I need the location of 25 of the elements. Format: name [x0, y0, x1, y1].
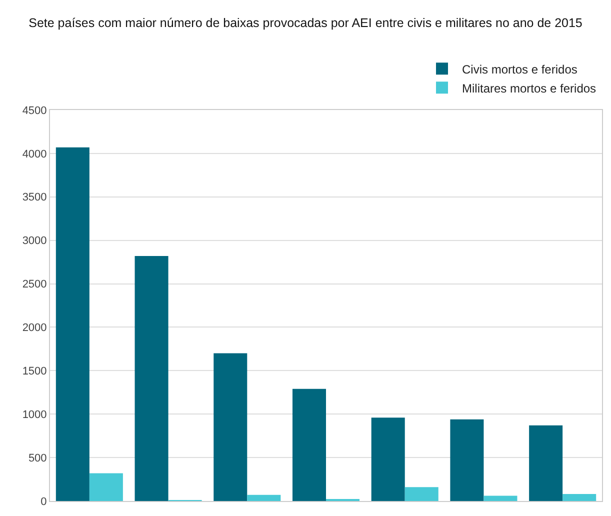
chart-title: Sete países com maior número de baixas provocadas por AEI entre civis e militares no ano de 2015 [28, 16, 582, 30]
bar [134, 256, 168, 501]
y-tick-label: 3500 [22, 192, 47, 204]
y-tick-label: 2000 [22, 322, 47, 334]
bar [484, 496, 518, 501]
y-tick-label: 3000 [22, 235, 47, 248]
y-tick-label: 4000 [22, 148, 47, 160]
bar [247, 494, 281, 501]
y-tick-label: 4500 [22, 104, 47, 117]
bar [371, 418, 405, 501]
bar [529, 425, 563, 501]
bar [450, 419, 484, 501]
legend-label: Civis mortos e feridos [462, 62, 578, 76]
bar [292, 388, 326, 501]
bar [214, 353, 248, 501]
legend-label: Militares mortos e feridos [462, 81, 596, 96]
y-tick-label: 2500 [22, 278, 47, 291]
y-tick-label: 1000 [22, 408, 47, 421]
bar [562, 494, 596, 501]
y-tick-label: 500 [28, 452, 47, 464]
bar [89, 473, 123, 501]
y-tick-label: 0 [40, 496, 47, 508]
y-tick-label: 1500 [22, 366, 47, 378]
bar [404, 487, 438, 501]
bar [56, 147, 90, 501]
